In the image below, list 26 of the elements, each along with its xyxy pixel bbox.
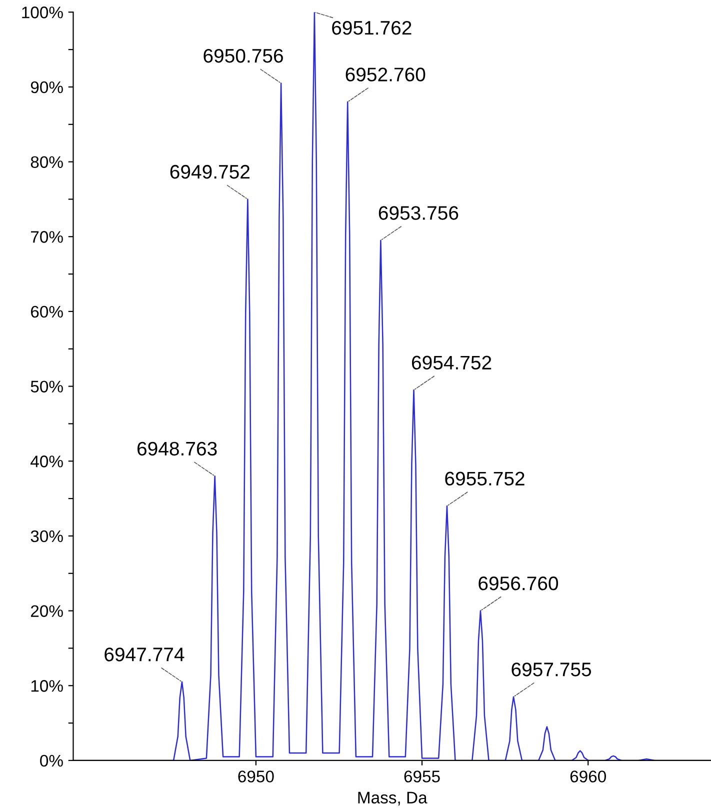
x-tick-label: 6955	[404, 770, 440, 782]
y-tick-label: 20%	[30, 605, 63, 617]
y-tick-label: 10%	[31, 680, 63, 692]
annotation: 6957.755	[512, 662, 592, 676]
annotation: 6953.756	[378, 206, 458, 220]
y-tick-label: 40%	[30, 456, 63, 468]
y-tick-label: 80%	[30, 156, 63, 168]
annotation: 6952.760	[346, 68, 426, 82]
y-tick-label: 100%	[22, 6, 63, 18]
y-tick-label: 60%	[31, 306, 63, 318]
annotation: 6948.763	[138, 442, 217, 456]
x-tick-label: 6960	[570, 770, 606, 782]
y-tick-label: 50%	[30, 380, 63, 392]
annotation: 6947.774	[104, 648, 184, 662]
annotation: 6956.760	[478, 576, 558, 590]
annotation: 6950.756	[204, 48, 283, 63]
y-tick-label: 0%	[40, 754, 63, 767]
annotation: 6955.752	[445, 472, 524, 486]
y-tick-label: 30%	[30, 530, 63, 542]
annotation: 6951.762	[332, 20, 412, 35]
annotation: 6949.752	[170, 164, 250, 179]
x-tick-label: 6950	[238, 770, 274, 782]
x-axis-title: Mass, Da	[358, 792, 428, 806]
y-tick-label: 70%	[31, 231, 63, 243]
y-tick-label: 90%	[30, 81, 63, 94]
annotation: 6954.752	[412, 356, 492, 370]
